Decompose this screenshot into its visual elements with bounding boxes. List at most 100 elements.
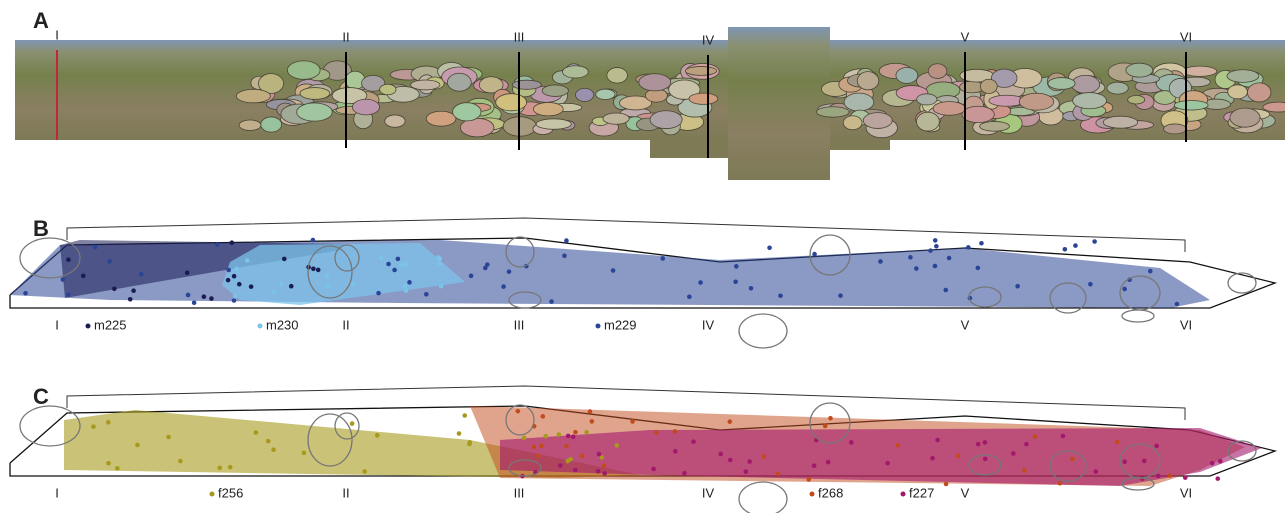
location-point xyxy=(947,256,952,261)
location-point xyxy=(399,263,404,268)
location-point xyxy=(1093,469,1098,474)
panel-label: C xyxy=(33,384,49,409)
location-point xyxy=(106,461,111,466)
stone xyxy=(1048,78,1075,90)
stone xyxy=(685,66,716,75)
location-point xyxy=(728,458,733,463)
stone xyxy=(1071,75,1099,93)
stone xyxy=(980,79,997,93)
stone xyxy=(411,80,440,90)
location-point xyxy=(271,447,276,452)
legend-marker xyxy=(901,492,906,497)
location-point xyxy=(1088,282,1093,287)
stone xyxy=(844,93,874,111)
location-point xyxy=(588,409,593,414)
location-point xyxy=(282,257,287,262)
location-point xyxy=(611,268,616,273)
location-point xyxy=(580,454,585,459)
panel-label: A xyxy=(33,8,49,33)
stone xyxy=(512,80,541,89)
location-point xyxy=(597,452,602,457)
location-point xyxy=(1148,269,1153,274)
stone xyxy=(863,113,892,129)
location-point xyxy=(573,430,578,435)
section-label: VI xyxy=(1180,485,1192,500)
location-point xyxy=(543,434,548,439)
location-point xyxy=(573,468,578,473)
location-point xyxy=(691,439,696,444)
location-point xyxy=(630,419,635,424)
section-label: IV xyxy=(702,317,715,332)
stone xyxy=(1263,102,1285,112)
location-point xyxy=(279,281,284,286)
section-label: VI xyxy=(1180,29,1192,44)
legend-marker xyxy=(258,324,263,329)
legend-marker xyxy=(210,492,215,497)
location-point xyxy=(245,258,250,263)
location-point xyxy=(1215,476,1220,481)
location-point xyxy=(316,268,321,273)
location-point xyxy=(437,261,442,266)
location-point xyxy=(564,444,569,449)
location-point xyxy=(1011,451,1016,456)
legend-label: m225 xyxy=(94,317,127,332)
location-point xyxy=(602,463,607,468)
location-point xyxy=(1073,243,1078,248)
location-point xyxy=(131,288,136,293)
stone xyxy=(1164,124,1187,134)
location-point xyxy=(375,433,380,438)
location-point xyxy=(908,255,913,260)
stone xyxy=(607,68,628,84)
legend-marker xyxy=(86,324,91,329)
location-point xyxy=(1175,302,1180,307)
location-point xyxy=(1015,284,1020,289)
stone xyxy=(689,93,718,104)
stone xyxy=(843,116,862,130)
location-point xyxy=(324,274,329,279)
location-point xyxy=(1092,239,1097,244)
stone xyxy=(297,103,333,121)
location-point xyxy=(956,454,961,459)
location-point xyxy=(728,419,733,424)
stone xyxy=(236,89,270,102)
location-point xyxy=(744,469,749,474)
location-point xyxy=(596,469,601,474)
location-point xyxy=(289,284,294,289)
legend-label: f268 xyxy=(818,485,843,500)
location-point xyxy=(128,297,133,302)
location-point xyxy=(930,456,935,461)
location-point xyxy=(66,257,71,262)
location-point xyxy=(230,240,235,245)
stone xyxy=(562,66,588,78)
stone xyxy=(817,107,850,117)
stone xyxy=(603,113,629,124)
location-point xyxy=(761,454,766,459)
location-point xyxy=(928,248,933,253)
location-point xyxy=(483,266,488,271)
location-point xyxy=(571,434,576,439)
location-point xyxy=(468,440,473,445)
location-point xyxy=(226,268,231,273)
location-point xyxy=(232,298,237,303)
location-point xyxy=(226,278,231,283)
stone xyxy=(1126,63,1153,77)
location-point xyxy=(933,264,938,269)
location-point xyxy=(749,286,754,291)
stone xyxy=(536,119,571,130)
section-label: II xyxy=(342,29,349,44)
stone xyxy=(542,85,568,96)
location-point xyxy=(234,267,239,272)
location-point xyxy=(673,429,678,434)
location-point xyxy=(1115,440,1120,445)
boulder-outline xyxy=(739,314,787,348)
panel-label: B xyxy=(33,216,49,241)
location-point xyxy=(698,280,703,285)
location-point xyxy=(1033,434,1038,439)
location-point xyxy=(81,274,86,279)
location-point xyxy=(651,467,656,472)
location-point xyxy=(91,424,96,429)
stone xyxy=(928,64,947,79)
location-point xyxy=(566,434,571,439)
location-point xyxy=(590,419,595,424)
location-point xyxy=(507,269,512,274)
